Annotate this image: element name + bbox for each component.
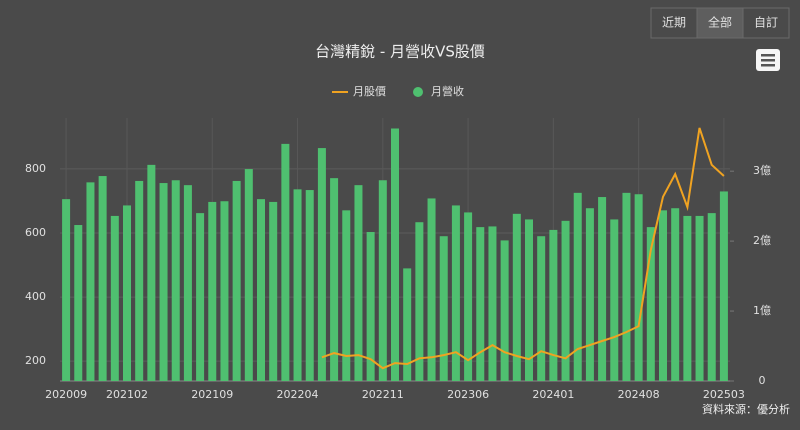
bar — [354, 185, 363, 381]
y-tick-label: 400 — [25, 290, 46, 303]
bar — [98, 176, 107, 381]
bar — [464, 212, 473, 381]
bar — [257, 199, 265, 381]
y2-tick-label: 2億 — [753, 234, 771, 247]
bar — [135, 180, 144, 381]
bar — [659, 210, 667, 381]
bar — [707, 213, 716, 381]
bar — [439, 236, 448, 381]
legend-label: 月營收 — [431, 84, 464, 98]
bar — [695, 215, 704, 381]
button-label[interactable]: 自訂 — [754, 15, 778, 30]
bar — [598, 197, 607, 381]
menu-icon[interactable] — [756, 49, 780, 71]
bar — [391, 128, 399, 381]
range-button[interactable]: 自訂 — [742, 7, 790, 39]
bar — [585, 208, 594, 381]
bar — [634, 194, 643, 381]
x-tick-label: 202503 — [703, 388, 745, 401]
bar — [573, 192, 582, 381]
y-tick-label: 600 — [25, 226, 46, 239]
chart-title: 台灣精銳 - 月營收VS股價 — [315, 43, 485, 61]
bar — [476, 227, 485, 381]
source: 資料來源：優分析 — [702, 402, 790, 416]
bar — [305, 190, 314, 381]
button-bg[interactable] — [742, 7, 790, 39]
x-tick-label: 202401 — [532, 388, 574, 401]
bar — [330, 178, 339, 381]
bar — [123, 205, 131, 381]
bar — [403, 268, 412, 381]
legend-dot — [413, 87, 423, 97]
bar — [293, 189, 302, 381]
x-tick-label: 202306 — [447, 388, 489, 401]
bar — [62, 199, 71, 381]
price-line — [321, 127, 725, 370]
bar — [342, 210, 351, 381]
y-tick-label: 200 — [25, 354, 46, 367]
y2-tick-label: 3億 — [753, 164, 771, 177]
menu-line — [761, 59, 775, 62]
bar — [86, 182, 95, 381]
bar — [525, 219, 533, 381]
bar — [183, 185, 192, 381]
bar — [622, 192, 631, 381]
y2-tick-label: 0 — [759, 374, 766, 387]
bar — [110, 215, 119, 381]
bar — [269, 201, 278, 381]
x-tick-label: 202109 — [191, 388, 233, 401]
bar — [512, 213, 521, 381]
bar — [208, 201, 217, 381]
bar — [537, 236, 546, 381]
range-button[interactable]: 近期 — [650, 7, 698, 39]
bar — [671, 208, 680, 381]
bar — [74, 225, 83, 381]
button-label[interactable]: 全部 — [708, 15, 732, 30]
menu-line — [761, 64, 775, 67]
legend-label: 月股價 — [353, 84, 386, 98]
range-button[interactable]: 全部 — [696, 7, 744, 39]
bar — [427, 198, 436, 381]
bar — [415, 222, 424, 381]
bar — [378, 180, 387, 381]
bar — [196, 213, 205, 381]
button-bg[interactable] — [696, 7, 744, 39]
button-label[interactable]: 近期 — [662, 16, 686, 30]
y2-tick-label: 1億 — [753, 304, 771, 317]
bar — [610, 219, 619, 381]
x-tick-label: 202204 — [277, 388, 319, 401]
x-tick-label: 202211 — [362, 388, 404, 401]
x-tick-label: 202009 — [45, 388, 87, 401]
bar — [646, 227, 655, 381]
bar — [220, 201, 229, 381]
bar — [366, 232, 375, 381]
bar — [451, 205, 460, 381]
bar — [683, 215, 692, 381]
x-tick-label: 202102 — [106, 388, 148, 401]
bar — [719, 191, 728, 381]
bar — [147, 164, 156, 381]
bar — [232, 180, 241, 381]
bar — [317, 148, 326, 381]
bar — [159, 183, 168, 381]
bar — [561, 220, 570, 381]
bar — [500, 240, 509, 381]
bar — [171, 180, 180, 381]
bar — [281, 143, 290, 381]
bar — [549, 229, 558, 381]
y-tick-label: 800 — [25, 162, 46, 175]
x-tick-label: 202408 — [618, 388, 660, 401]
menu-line — [761, 54, 775, 57]
bar — [244, 169, 253, 381]
bar — [488, 226, 497, 381]
